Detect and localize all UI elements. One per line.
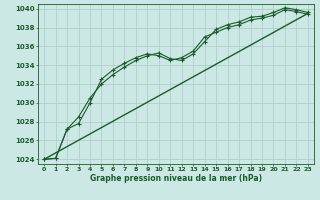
X-axis label: Graphe pression niveau de la mer (hPa): Graphe pression niveau de la mer (hPa)	[90, 174, 262, 183]
